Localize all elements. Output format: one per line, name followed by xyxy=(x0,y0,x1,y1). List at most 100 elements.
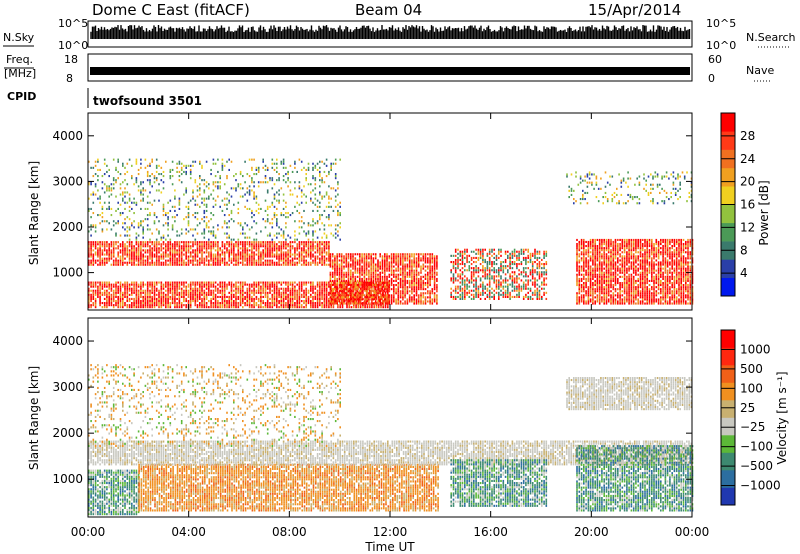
echo-cell xyxy=(257,261,260,264)
echo-cell xyxy=(329,253,332,256)
echo-cell xyxy=(433,282,436,285)
echo-cell xyxy=(174,285,176,288)
echo-cell xyxy=(214,249,217,252)
echo-cell xyxy=(388,261,391,264)
echo-cell xyxy=(266,263,269,266)
echo-cell xyxy=(246,289,249,292)
echo-cell xyxy=(493,297,495,300)
echo-cell xyxy=(255,259,258,262)
echo-cell xyxy=(201,251,203,254)
echo-cell xyxy=(106,304,108,307)
echo-cell xyxy=(99,287,101,290)
echo-cell xyxy=(334,275,336,278)
echo-cell xyxy=(178,257,181,260)
echo-cell xyxy=(413,263,415,266)
echo-cell xyxy=(340,288,343,291)
echo-cell xyxy=(585,249,587,252)
echo-cell xyxy=(413,290,415,293)
echo-cell xyxy=(406,286,409,289)
echo-cell xyxy=(312,255,314,258)
echo-cell xyxy=(592,271,594,274)
echo-cell xyxy=(264,261,267,264)
echo-cell xyxy=(239,283,242,286)
echo-cell xyxy=(251,297,253,300)
echo-cell xyxy=(594,249,596,252)
echo-cell xyxy=(464,263,466,266)
echo-cell xyxy=(126,285,129,288)
echo-cell xyxy=(429,277,431,280)
echo-cell xyxy=(310,255,312,258)
echo-cell xyxy=(103,281,106,284)
echo-cell xyxy=(310,241,312,244)
echo-cell xyxy=(298,281,301,284)
echo-cell xyxy=(140,261,142,264)
echo-cell xyxy=(208,300,210,303)
echo-cell xyxy=(338,300,341,303)
echo-cell xyxy=(578,269,581,272)
echo-cell xyxy=(325,289,328,292)
echo-cell xyxy=(108,243,110,246)
echo-cell xyxy=(214,285,217,288)
echo-cell xyxy=(210,306,212,309)
echo-cell xyxy=(169,257,172,260)
echo-cell xyxy=(516,281,518,284)
echo-cell xyxy=(379,263,381,266)
echo-cell xyxy=(368,306,371,309)
echo-cell xyxy=(598,263,601,266)
echo-cell xyxy=(511,261,514,264)
echo-cell xyxy=(248,293,251,296)
echo-cell xyxy=(316,291,319,294)
echo-cell xyxy=(352,263,354,266)
echo-cell xyxy=(137,300,140,303)
echo-cell xyxy=(538,285,541,288)
echo-cell xyxy=(131,245,133,248)
echo-cell xyxy=(103,257,106,260)
echo-cell xyxy=(330,297,332,300)
echo-cell xyxy=(454,254,457,257)
echo-cell xyxy=(541,295,543,298)
echo-cell xyxy=(162,251,165,254)
echo-cell xyxy=(468,265,471,268)
echo-cell xyxy=(370,261,372,264)
echo-cell xyxy=(251,249,253,252)
echo-cell xyxy=(585,245,587,248)
echo-cell xyxy=(381,265,384,268)
echo-cell xyxy=(343,286,345,289)
echo-cell xyxy=(377,284,379,287)
echo-cell xyxy=(507,291,509,294)
echo-cell xyxy=(282,259,285,262)
echo-cell xyxy=(323,295,326,298)
echo-cell xyxy=(598,240,601,243)
echo-cell xyxy=(110,283,113,286)
echo-cell xyxy=(321,259,323,262)
echo-cell xyxy=(415,267,418,270)
echo-cell xyxy=(466,248,468,251)
echo-cell xyxy=(189,295,192,298)
echo-cell xyxy=(386,284,388,287)
echo-cell xyxy=(287,243,289,246)
echo-cell xyxy=(289,297,292,300)
echo-cell xyxy=(282,291,285,294)
echo-cell xyxy=(253,253,255,256)
echo-cell xyxy=(221,297,224,300)
nsky-label: N.Sky xyxy=(3,31,35,44)
echo-cell xyxy=(361,277,363,280)
echo-cell xyxy=(124,253,126,256)
echo-cell xyxy=(381,302,384,305)
echo-cell xyxy=(189,287,192,290)
echo-cell xyxy=(262,251,264,254)
echo-cell xyxy=(343,296,345,299)
echo-cell xyxy=(527,297,529,300)
echo-cell xyxy=(189,306,192,309)
echo-cell xyxy=(436,288,438,291)
echo-cell xyxy=(603,296,605,299)
echo-cell xyxy=(242,285,244,288)
echo-cell xyxy=(397,263,400,266)
echo-cell xyxy=(429,296,431,299)
echo-cell xyxy=(436,302,438,305)
echo-cell xyxy=(162,253,165,256)
echo-cell xyxy=(319,257,321,260)
echo-cell xyxy=(255,302,258,305)
echo-cell xyxy=(350,294,352,297)
echo-cell xyxy=(165,306,167,309)
